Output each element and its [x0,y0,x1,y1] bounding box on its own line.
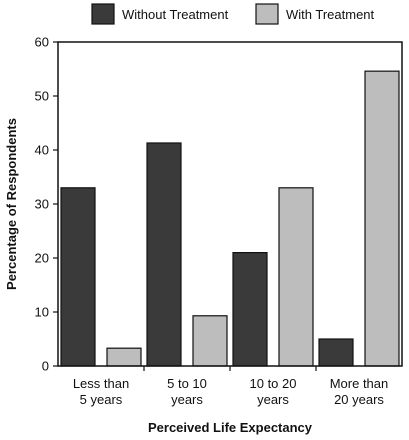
x-tick-label: More than 20 years [330,376,389,407]
x-axis: Less than 5 years 5 to 10 years 10 to 20 year… [73,366,388,407]
y-tick-label: 50 [35,89,49,104]
x-axis-title: Perceived Life Expectancy [148,420,313,435]
y-tick-label: 0 [42,359,49,374]
bar-without-treatment [318,338,354,367]
y-tick-label: 30 [35,197,49,212]
bar-with-treatment [106,347,142,367]
bars [60,70,400,367]
bar-without-treatment [232,252,268,367]
y-tick-label: 40 [35,143,49,158]
y-tick-label: 20 [35,251,49,266]
y-tick-label: 60 [35,35,49,50]
x-tick-label: 5 to 10 years [167,376,207,407]
y-tick-label: 10 [35,305,49,320]
bar-with-treatment [192,315,228,367]
bar-without-treatment [146,142,182,367]
legend-swatch [255,3,279,25]
legend: Without Treatment With Treatment [91,3,375,25]
x-tick-label: Less than 5 years [73,376,129,407]
y-axis: 0 10 20 30 40 50 60 [35,35,58,374]
bar-with-treatment [364,70,400,367]
legend-label: Without Treatment [122,7,229,22]
bar-with-treatment [278,187,314,367]
legend-label: With Treatment [286,7,375,22]
y-axis-title: Percentage of Respondents [4,118,19,290]
legend-swatch [91,3,115,25]
plot-frame [57,41,403,367]
x-tick-label: 10 to 20 years [250,376,297,407]
bar-without-treatment [60,187,96,367]
